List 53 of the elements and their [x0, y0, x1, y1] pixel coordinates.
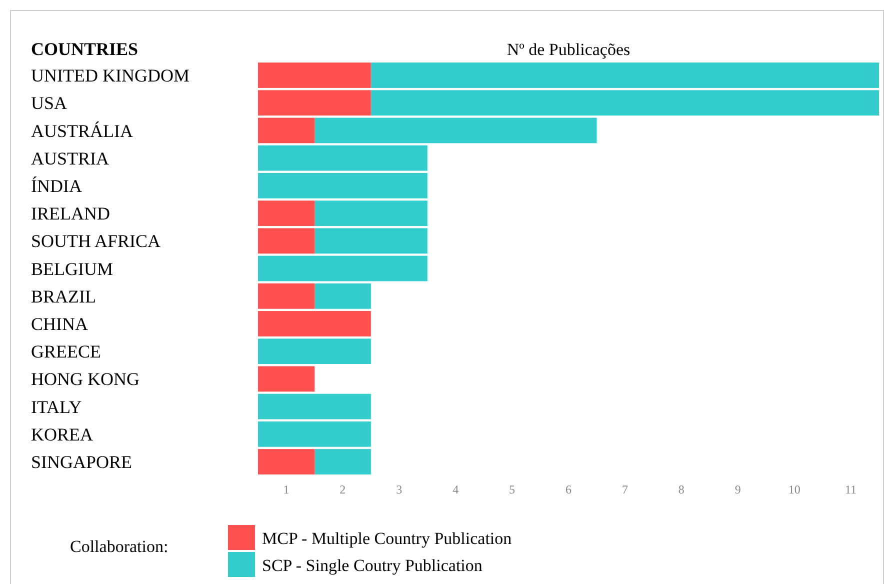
y-tick-label: AUSTRIA: [31, 148, 110, 168]
bar: [258, 283, 314, 309]
bar: [258, 256, 428, 282]
bar: [258, 228, 314, 254]
y-tick-label: BELGIUM: [31, 258, 113, 279]
bar: [258, 338, 371, 364]
bar: [258, 311, 371, 336]
y-tick-label: GREECE: [31, 342, 101, 362]
y-tick-label: IRELAND: [31, 204, 110, 224]
y-tick-label: SOUTH AFRICA: [31, 231, 161, 252]
y-tick-label: HONG KONG: [31, 369, 140, 390]
x-tick-label: 6: [566, 482, 572, 497]
x-tick-label: 3: [396, 482, 402, 497]
bar: [258, 200, 314, 226]
bar: [258, 421, 371, 447]
x-tick-label: 1: [283, 482, 290, 497]
legend-label: SCP - Single Coutry Publication: [262, 556, 483, 575]
legend-label: MCP - Multiple Country Publication: [262, 528, 512, 548]
bar: [258, 172, 428, 198]
y-tick-label: KOREA: [31, 424, 93, 444]
bar: [314, 283, 371, 309]
y-tick-label: BRAZIL: [31, 286, 96, 306]
y-tick-label: USA: [31, 93, 68, 114]
bar: [258, 62, 371, 88]
legend-title: Collaboration:: [70, 537, 168, 556]
x-tick-label: 10: [788, 482, 800, 497]
bar: [314, 449, 371, 474]
y-tick-label: SINGAPORE: [31, 452, 132, 472]
bar: [370, 90, 879, 116]
bar: [258, 145, 428, 171]
bar: [314, 200, 428, 226]
x-tick-label: 7: [622, 482, 628, 497]
x-tick-label: 9: [734, 482, 741, 497]
y-tick-label: ÍNDIA: [31, 176, 82, 196]
y-axis-title: COUNTRIES: [31, 39, 138, 59]
x-tick-label: 8: [678, 482, 684, 497]
bar: [258, 366, 314, 392]
x-tick-label: 4: [452, 482, 459, 497]
bar: [314, 118, 597, 144]
bar: [314, 228, 428, 254]
bar: [258, 90, 371, 116]
bar: [258, 394, 371, 420]
x-tick-label: 2: [340, 482, 346, 497]
x-tick-label: 5: [509, 482, 516, 497]
y-tick-label: ITALY: [31, 396, 82, 417]
bar: [258, 449, 314, 474]
bar: [370, 62, 879, 88]
y-tick-label: UNITED KINGDOM: [31, 66, 190, 86]
x-axis-title: Nº de Publicações: [506, 40, 630, 59]
y-tick-label: AUSTRÁLIA: [31, 120, 133, 141]
bar: [258, 118, 314, 144]
y-tick-label: CHINA: [31, 314, 88, 334]
x-tick-label: 11: [844, 482, 857, 497]
